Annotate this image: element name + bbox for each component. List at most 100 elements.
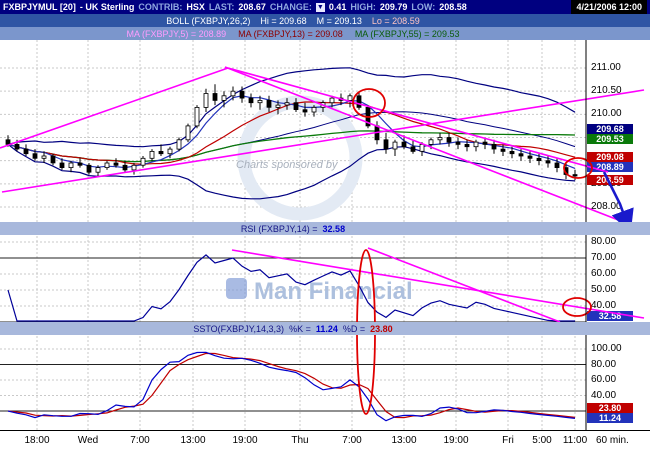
candle-body <box>554 162 560 168</box>
rsi-label: RSI (FXBPJY,14) = <box>240 223 318 234</box>
candle-body <box>347 95 353 101</box>
candle-body <box>41 155 47 159</box>
annotation-ellipse <box>562 297 592 317</box>
trendline <box>367 247 561 323</box>
candle-body <box>401 141 407 148</box>
candle-body <box>167 148 173 155</box>
price-badge: 209.53 <box>587 134 633 145</box>
ma5-line <box>7 95 576 169</box>
axis-tick: 60.00 <box>591 374 617 385</box>
candle-body <box>257 100 263 104</box>
time-label: 11:00 <box>562 435 588 446</box>
change-label: CHANGE: <box>269 2 312 12</box>
candle-body <box>230 90 236 97</box>
time-axis: 60 min. 18:00 Wed 7:00 13:00 19:00 Thu 7:00 13:… <box>0 430 650 450</box>
axis-tick: 50.00 <box>591 284 617 295</box>
ma5-label: MA (FXBPJY,5) = 208.89 <box>126 28 227 39</box>
candle-body <box>14 143 20 150</box>
candle-body <box>464 143 470 148</box>
candle-body <box>437 137 443 141</box>
candle-body <box>275 104 281 108</box>
trendline <box>227 67 609 173</box>
datetime: 4/21/2006 12:00 <box>571 0 647 14</box>
candle-body <box>140 157 146 166</box>
time-label: 19:00 <box>232 435 258 446</box>
ssto-k-value: 11.24 <box>315 323 338 334</box>
candle-body <box>392 141 398 150</box>
candle-body <box>482 141 488 145</box>
price-badge: 209.68 <box>587 124 633 135</box>
watermark-brand: Man Financial <box>254 278 413 305</box>
ssto-header: SSTO(FXBPJY,14,3,3) %K = 11.24 %D = 23.8… <box>0 322 650 335</box>
candle-body <box>59 162 65 168</box>
ma13-label: MA (FXBPJY,13) = 209.08 <box>238 28 343 39</box>
candle-body <box>77 162 83 166</box>
candle-body <box>212 93 218 101</box>
candle-body <box>509 150 515 155</box>
axis-tick: 100.00 <box>591 343 622 354</box>
price-badge: 23.80 <box>587 403 633 414</box>
candle-body <box>50 155 56 164</box>
candle-body <box>266 100 272 108</box>
time-label: 13:00 <box>180 435 206 446</box>
time-label: 13:00 <box>391 435 417 446</box>
axis-tick: 70.00 <box>591 252 617 263</box>
boll-hi: Hi = 209.68 <box>260 15 307 26</box>
axis-tick: 40.00 <box>591 389 617 401</box>
candle-body <box>329 97 335 104</box>
candle-body <box>86 164 92 173</box>
ma55-label: MA (FXBPJY,55) = 209.53 <box>354 28 460 39</box>
trendline <box>224 66 645 231</box>
breakdown-arrow <box>602 171 634 234</box>
axis-tick: 40.00 <box>591 300 617 311</box>
down-arrow-icon: ▼ <box>315 2 325 12</box>
boll-upper-line <box>7 67 576 148</box>
watermark-tagline: Charts sponsored by <box>236 159 339 171</box>
ssto-k-label: %K = <box>289 323 311 334</box>
candle-body <box>284 102 290 106</box>
trendline <box>231 249 645 319</box>
rsi-value: 32.58 <box>322 223 346 234</box>
time-label: 7:00 <box>130 435 150 446</box>
price-badge: 209.08 <box>587 151 633 162</box>
candle-body <box>239 90 245 99</box>
candle-body <box>104 162 110 168</box>
candle-body <box>419 143 425 152</box>
candle-body <box>32 153 38 159</box>
price-badge: 208.89 <box>587 161 633 172</box>
axis-tick: 210.50 <box>591 85 622 97</box>
axis-tick: 60.00 <box>591 268 617 279</box>
candle-body <box>68 162 74 168</box>
candle-body <box>95 167 101 173</box>
candle-body <box>491 143 497 150</box>
time-label: 18:00 <box>24 435 50 446</box>
trendline <box>0 67 229 149</box>
candle-body <box>527 155 533 159</box>
candle-body <box>185 125 191 141</box>
trendline <box>1 89 645 193</box>
time-label: 19:00 <box>443 435 469 446</box>
watermark-logo-icon <box>226 278 247 299</box>
watermark-circle <box>237 95 363 221</box>
candle-body <box>23 148 29 155</box>
candle-body <box>158 150 164 155</box>
change-value: 0.41 <box>328 2 347 12</box>
boll-lower-line <box>7 143 576 200</box>
time-label: 7:00 <box>342 435 362 446</box>
axis-tick: 80.00 <box>591 236 617 247</box>
candle-body <box>446 137 452 143</box>
ssto-d-line <box>7 352 576 419</box>
candle-body <box>131 164 137 171</box>
high-label: HIGH: <box>350 2 376 12</box>
rsi-line <box>7 254 575 322</box>
low-label: LOW: <box>411 2 436 12</box>
ssto-k-line <box>7 351 576 422</box>
ssto-label: SSTO(FXBPJY,14,3,3) <box>193 323 285 334</box>
candle-body <box>383 139 389 150</box>
candle-body <box>500 148 506 152</box>
last-label: LAST: <box>208 2 235 12</box>
candle-body <box>203 93 209 108</box>
candle-body <box>428 139 434 145</box>
